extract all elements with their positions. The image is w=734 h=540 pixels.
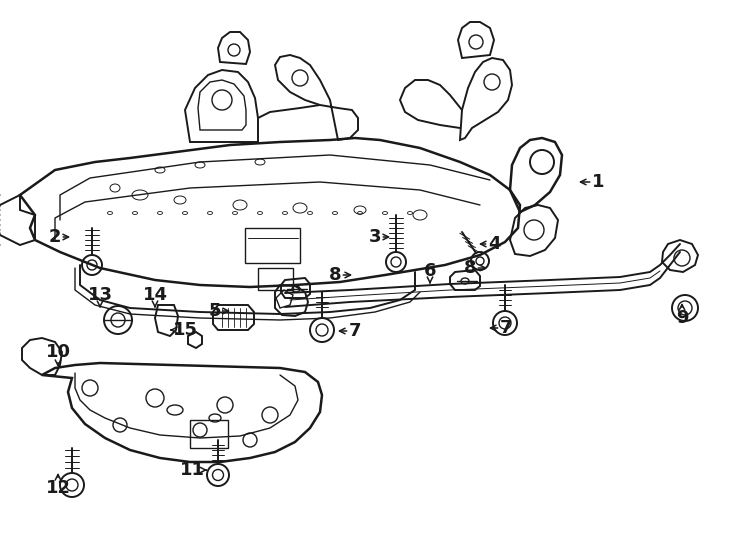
Text: 7: 7: [349, 322, 361, 340]
Bar: [190, 420, 228, 448]
Text: 15: 15: [172, 321, 197, 339]
Text: 2: 2: [48, 228, 61, 246]
Text: 14: 14: [142, 286, 167, 304]
Text: 12: 12: [46, 479, 70, 497]
Text: 3: 3: [368, 228, 381, 246]
Text: 9: 9: [676, 309, 688, 327]
Text: 10: 10: [46, 343, 70, 361]
Text: 8: 8: [329, 266, 341, 284]
Bar: [245, 228, 300, 263]
Text: 1: 1: [592, 173, 604, 191]
Text: 6: 6: [424, 262, 436, 280]
Text: 4: 4: [488, 235, 501, 253]
Text: 11: 11: [180, 461, 205, 479]
Text: 5: 5: [208, 302, 221, 320]
Text: 8: 8: [464, 259, 476, 277]
Text: 7: 7: [500, 319, 512, 337]
Text: 13: 13: [87, 286, 112, 304]
Bar: [258, 268, 293, 290]
